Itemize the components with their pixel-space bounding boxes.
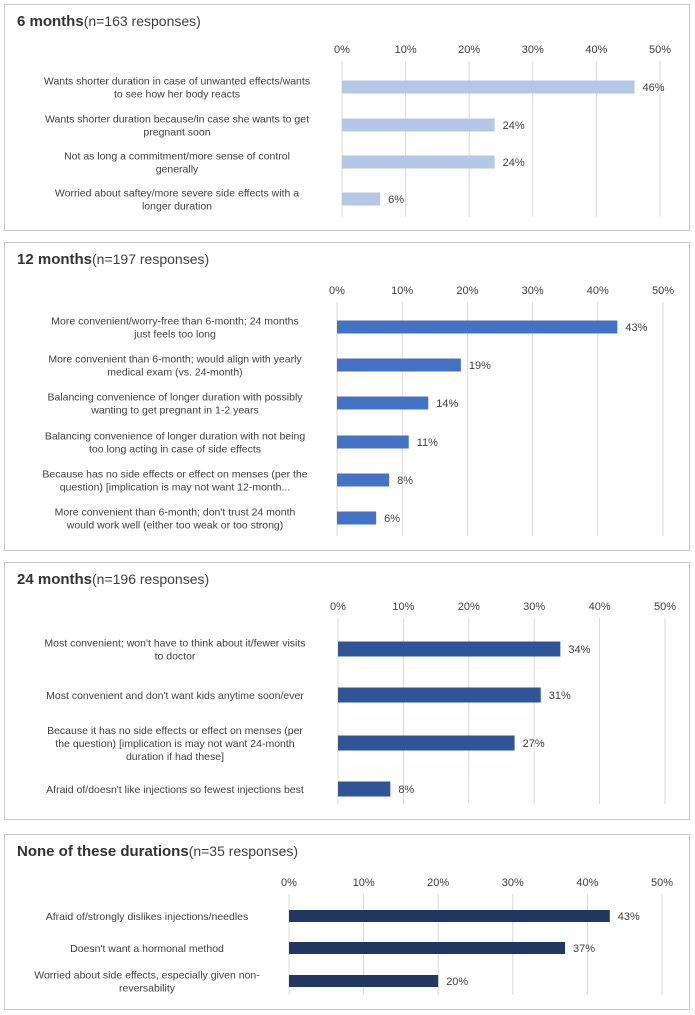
tick-label: 30%	[502, 877, 524, 889]
tick-label: 10%	[353, 877, 375, 889]
chart-title: None of these durations(n=35 responses)	[17, 843, 299, 860]
category-label: Afraid of/strongly dislikes injections/n…	[46, 911, 249, 923]
data-label: 11%	[417, 437, 438, 449]
bar	[342, 118, 495, 132]
tick-label: 0%	[334, 44, 350, 56]
tick-label: 10%	[392, 601, 414, 613]
data-label: 14%	[436, 398, 458, 410]
category-label: Not as long a commitment/more sense of c…	[64, 151, 290, 176]
category-label: Balancing convenience of longer duration…	[47, 392, 303, 417]
category-label: Wants shorter duration because/in case s…	[45, 114, 309, 139]
bar	[337, 511, 377, 525]
data-label: 37%	[573, 943, 595, 955]
bar-chart-6-months: 0% 10% 20% 30% 40% 50% 46% Wants shorter durati…	[44, 44, 671, 217]
tick-label: 20%	[458, 601, 480, 613]
tick-label: 40%	[587, 285, 609, 297]
bar	[337, 435, 409, 449]
data-label: 27%	[523, 738, 545, 750]
tick-label: 30%	[523, 601, 545, 613]
tick-label: 40%	[585, 44, 607, 56]
category-label: Most convenient and don't want kids anyt…	[46, 690, 304, 702]
category-label: More convenient/worry-free than 6-month;…	[51, 316, 298, 341]
category-label: More convenient than 6-month; would alig…	[48, 354, 302, 379]
tick-label: 40%	[576, 877, 598, 889]
bar	[289, 942, 566, 954]
category-label: Wants shorter duration in case of unwant…	[44, 76, 310, 101]
tick-label: 20%	[458, 44, 480, 56]
chart-title: 24 months(n=196 responses)	[17, 571, 210, 588]
chart-title: 6 months(n=163 responses)	[17, 13, 201, 30]
chart-panel-none: None of these durations(n=35 responses) …	[4, 834, 690, 1010]
bar-chart-none: 0% 10% 20% 30% 40% 50% 43% Afraid of/strongly d…	[34, 877, 673, 995]
bar-chart-24-months: 0% 10% 20% 30% 40% 50% 34% Most convenient; won…	[44, 601, 676, 804]
category-label: Because it has no side effects or effect…	[47, 725, 303, 763]
bar	[289, 975, 439, 987]
category-label: Balancing convenience of longer duration…	[45, 431, 306, 456]
category-label: Most convenient; won't have to think abo…	[44, 638, 305, 663]
tick-label: 50%	[649, 44, 671, 56]
tick-label: 10%	[391, 285, 413, 297]
tick-label: 40%	[589, 601, 611, 613]
data-label: 34%	[568, 644, 590, 656]
tick-label: 0%	[330, 601, 346, 613]
bar	[337, 358, 461, 372]
bar	[338, 781, 391, 797]
data-label: 6%	[388, 194, 404, 206]
data-label: 24%	[503, 157, 525, 169]
tick-label: 20%	[427, 877, 449, 889]
bar	[342, 155, 495, 169]
tick-label: 30%	[522, 44, 544, 56]
bar	[337, 320, 618, 334]
data-label: 43%	[618, 911, 640, 923]
tick-label: 50%	[651, 877, 673, 889]
bar	[337, 473, 390, 487]
bar-chart-12-months: 0% 10% 20% 30% 40% 50% 43% More convenient/worr…	[42, 285, 674, 536]
category-label: Afraid of/doesn't like injections so few…	[46, 784, 304, 796]
category-label: Worried about saftey/more severe side ef…	[55, 188, 299, 213]
tick-label: 0%	[281, 877, 297, 889]
data-label: 31%	[549, 690, 571, 702]
data-label: 8%	[398, 784, 414, 796]
bar	[337, 396, 429, 410]
tick-label: 30%	[522, 285, 544, 297]
tick-label: 20%	[456, 285, 478, 297]
bar	[342, 192, 381, 206]
data-label: 24%	[503, 120, 525, 132]
bar	[338, 735, 515, 751]
tick-label: 50%	[652, 285, 674, 297]
data-label: 20%	[446, 976, 468, 988]
chart-panel-24-months: 24 months(n=196 responses) 0% 10% 20% 30% 40…	[4, 562, 690, 820]
category-label: Worried about side effects, especially g…	[34, 970, 260, 995]
data-label: 43%	[625, 322, 647, 334]
bar	[289, 910, 610, 922]
tick-label: 10%	[395, 44, 417, 56]
category-label: Doesn't want a hormonal method	[70, 943, 224, 955]
data-label: 6%	[384, 513, 400, 525]
chart-title: 12 months(n=197 responses)	[17, 251, 210, 268]
chart-panel-12-months: 12 months(n=197 responses) 0% 10% 20% 30% 40…	[4, 242, 690, 551]
bar	[338, 687, 541, 703]
tick-label: 0%	[329, 285, 345, 297]
data-label: 8%	[397, 475, 413, 487]
data-label: 19%	[469, 360, 491, 372]
data-label: 46%	[643, 82, 665, 94]
chart-panel-6-months: 6 months(n=163 responses) 0% 10% 20% 30% 40%…	[4, 4, 690, 231]
category-label: Because has no side effects or effect on…	[42, 469, 307, 494]
bar	[342, 80, 635, 94]
category-label: More convenient than 6-month; don't trus…	[55, 507, 296, 532]
tick-label: 50%	[654, 601, 676, 613]
bar	[338, 641, 561, 657]
